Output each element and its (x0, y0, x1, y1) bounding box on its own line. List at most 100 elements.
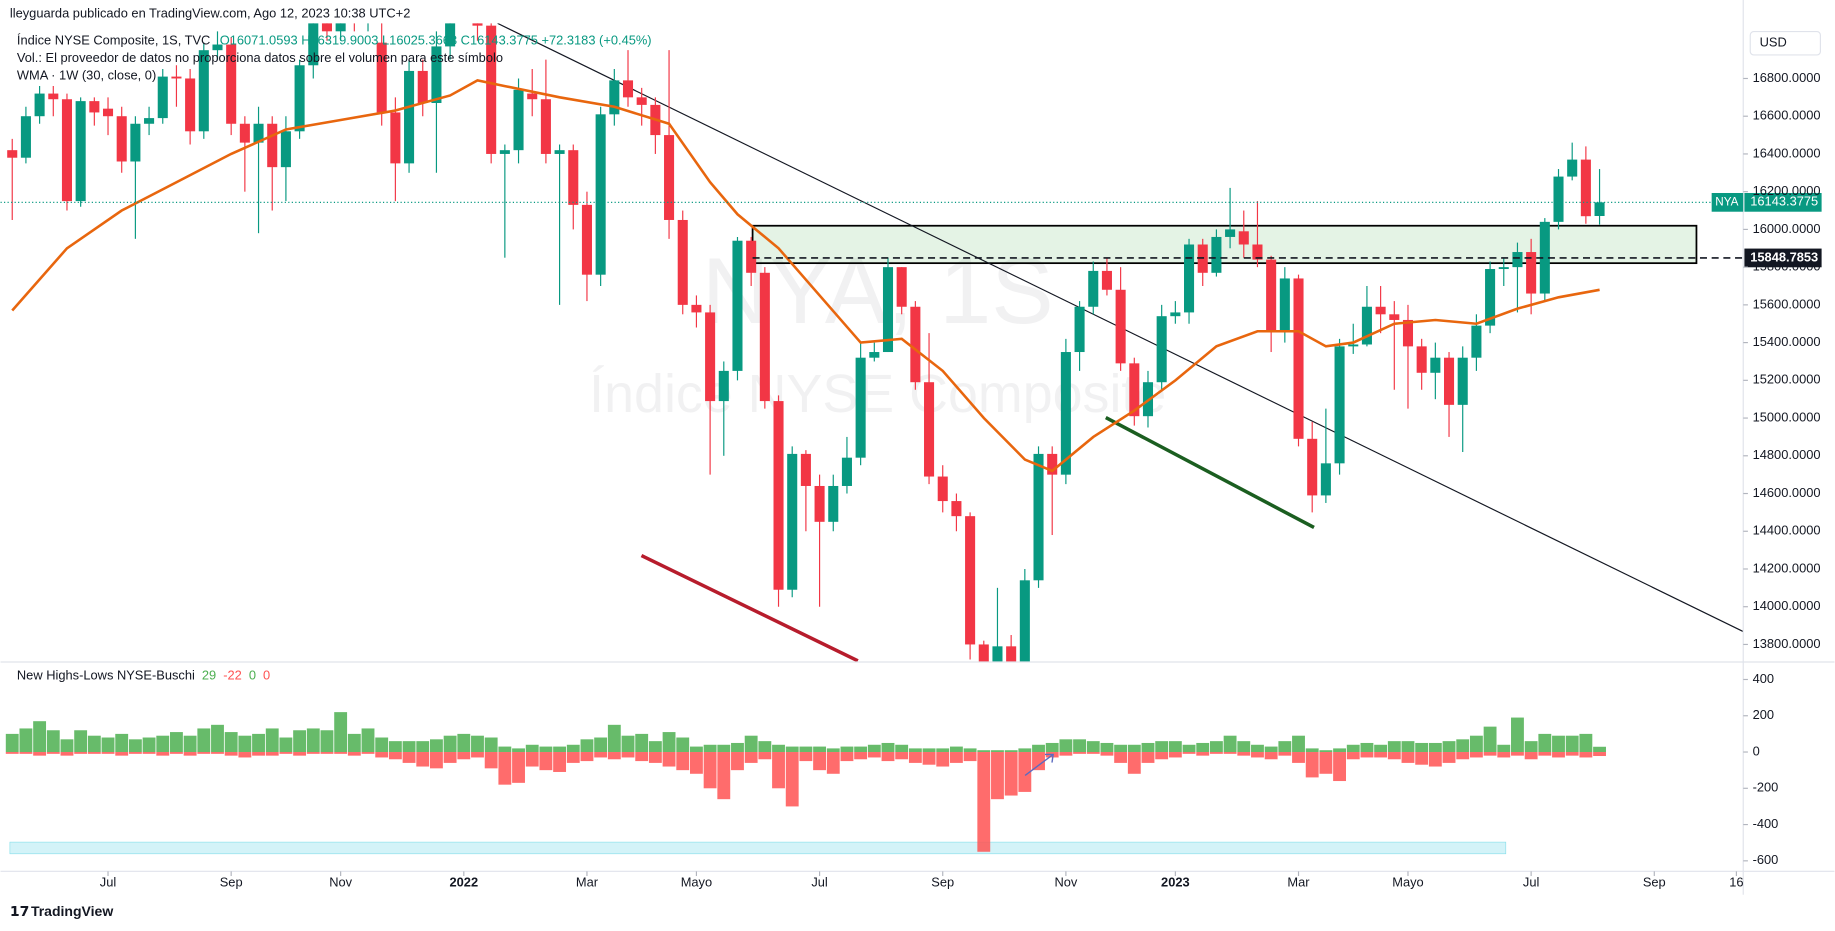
hl-bar (142, 737, 156, 753)
hl-bar (648, 741, 662, 753)
hl-bar (1141, 752, 1155, 763)
candle-body (1033, 453, 1044, 581)
candle-body (1225, 229, 1236, 237)
y-tick-label: 16200.0000 (1753, 183, 1821, 198)
hl-bar (785, 752, 799, 807)
hl-bar (46, 730, 60, 753)
hl-bar (224, 732, 238, 753)
hl-bar (443, 752, 457, 763)
candle-body (376, 42, 387, 113)
hl-bar (1086, 752, 1100, 754)
hl-bar (1538, 733, 1552, 753)
hl-bar (1196, 742, 1210, 753)
hl-bar (512, 748, 525, 753)
candle-body (116, 116, 127, 162)
candle-body (431, 46, 442, 104)
hl-bar (1442, 752, 1456, 763)
hl-bar (1469, 735, 1483, 753)
hl-bar (19, 752, 33, 754)
candle-body (1361, 306, 1372, 345)
hl-bar (1579, 752, 1593, 758)
hl-bar (457, 752, 471, 760)
x-tick-label: Nov (329, 874, 352, 889)
hl-bar (594, 737, 608, 753)
hl-bar (1552, 752, 1565, 758)
hl-bar (388, 741, 402, 753)
hl-bar (662, 732, 676, 753)
hl-bar (457, 733, 471, 753)
candle-body (89, 101, 100, 113)
currency[interactable]: USD (1760, 35, 1787, 50)
hl-bar (1237, 752, 1251, 756)
hl-bar (854, 752, 868, 760)
hl-bar (1100, 752, 1114, 756)
hl-bar (5, 733, 19, 753)
candle-body (800, 453, 811, 486)
candle-body (1457, 357, 1468, 405)
hl-bar (621, 735, 635, 753)
hl-bar (1209, 741, 1223, 753)
candle-body (1334, 346, 1345, 464)
candle-body (171, 76, 182, 79)
hl-bar (922, 752, 936, 765)
currency-box[interactable] (1749, 30, 1822, 56)
candle-body (732, 240, 743, 371)
hl-bar (1538, 752, 1552, 756)
hl-bar (539, 746, 553, 753)
hl-bar (744, 735, 758, 753)
zone (751, 224, 1698, 265)
hl-bar (388, 752, 402, 760)
hl-bar (799, 746, 813, 753)
hl-bar (799, 752, 813, 762)
y-tick-label: 13800.0000 (1753, 636, 1821, 651)
candle-body (308, 23, 319, 66)
hl-bar (19, 728, 33, 753)
hl-bar (1374, 744, 1388, 753)
y-tick-label: 0 (1753, 743, 1760, 758)
price-pane (0, 23, 1744, 662)
hl-bar (963, 748, 977, 753)
hl-bar (1374, 752, 1388, 758)
candle-body (1266, 259, 1277, 332)
x-tick-label: Jul (1523, 874, 1539, 889)
candle-body (924, 382, 935, 477)
hl-bar (1511, 752, 1524, 756)
candle-body (705, 312, 716, 402)
hl-bar (553, 746, 567, 753)
hl-bar (293, 752, 307, 756)
y-tick-label: -400 (1753, 816, 1779, 831)
hl-bar (1552, 735, 1565, 753)
legend-value: -22 (223, 667, 242, 682)
y-tick-label: 14600.0000 (1753, 485, 1821, 500)
candle-body (1074, 306, 1085, 353)
candle-body (48, 93, 59, 100)
candle-body (951, 501, 962, 517)
candle-body (965, 516, 976, 645)
candle-body (1170, 312, 1181, 317)
hl-bar (74, 752, 88, 754)
hl-bar (908, 752, 922, 763)
hl-bar (1305, 748, 1319, 753)
hl-bar (1292, 752, 1305, 763)
candle-body (294, 65, 305, 132)
hl-bar (101, 737, 115, 753)
hl-bar (1579, 733, 1593, 753)
hl-bar (676, 737, 690, 753)
hl-bar (1305, 752, 1319, 778)
hl-bar (1428, 752, 1442, 767)
hl-bar (60, 739, 74, 753)
candle-body (20, 116, 31, 158)
hl-bar (33, 752, 47, 756)
candle-body (1485, 269, 1496, 326)
candle-body (1129, 363, 1140, 417)
candle-body (636, 97, 647, 105)
hl-bar (744, 752, 758, 763)
range-box (9, 841, 1507, 855)
candle-body (554, 150, 565, 154)
arrow-head (1044, 753, 1054, 763)
hl-bar (430, 739, 443, 753)
hl-bar (621, 752, 635, 758)
hl-bar (1511, 717, 1524, 753)
hl-bar (183, 735, 197, 753)
hl-bar (293, 730, 307, 753)
